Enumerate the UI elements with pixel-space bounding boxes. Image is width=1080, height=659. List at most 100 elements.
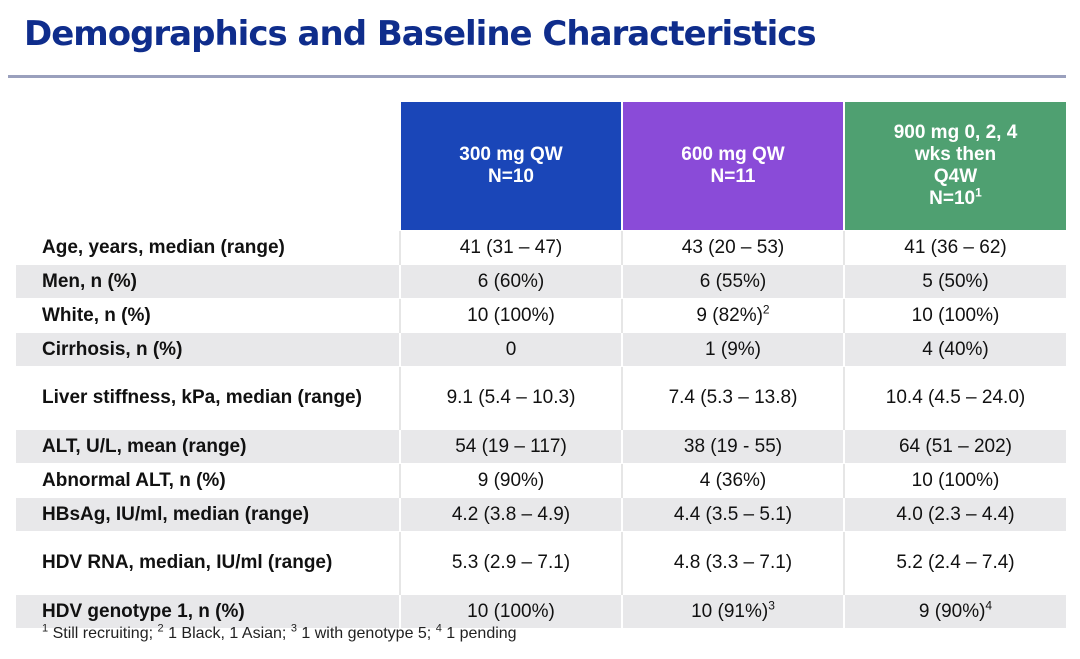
footnote-marker: 2 [157, 622, 164, 635]
table-cell: 10 (100%) [399, 594, 622, 628]
cell-value: 43 (20 – 53) [681, 236, 785, 258]
cell-value: 10 (100%) [911, 469, 1000, 491]
cell-value: 10 (91%) [691, 600, 769, 622]
page-title: Demographics and Baseline Characteristic… [24, 14, 817, 54]
table-cell: 5 (50%) [843, 264, 1066, 299]
table-cell: 9 (82%)2 [621, 298, 844, 333]
cell-value: 5.3 (2.9 – 7.1) [451, 552, 571, 573]
row-label: ALT, U/L, mean (range) [16, 429, 400, 464]
table-cell: 10 (100%) [399, 298, 622, 333]
row-label: Abnormal ALT, n (%) [16, 463, 400, 498]
cell-value: 5.2 (2.4 – 7.4) [896, 552, 1015, 573]
header-group-600mg: 600 mg QW N=11 [621, 102, 844, 231]
footnote-marker: 2 [762, 302, 770, 317]
cell-value: 10 (100%) [467, 600, 555, 622]
table-cell: 9 (90%)4 [843, 594, 1066, 628]
cell-value: 38 (19 - 55) [683, 435, 783, 457]
cell-value: 5 (50%) [922, 270, 989, 292]
table-row: Abnormal ALT, n (%) 9 (90%) 4 (36%) 10 (100… [16, 463, 1066, 498]
cell-value: 4.8 (3.3 – 7.1) [673, 552, 793, 573]
row-label: HDV genotype 1, n (%) [16, 594, 400, 628]
cell-value: 1 (9%) [705, 338, 761, 360]
cell-value: 0 [505, 338, 517, 360]
table-header-row: 300 mg QW N=10 600 mg QW N=11 900 mg 0, … [16, 102, 1066, 231]
table-cell: 64 (51 – 202) [843, 429, 1066, 464]
cell-value: 6 (55%) [699, 270, 767, 292]
table-cell: 9.1 (5.4 – 10.3) [399, 366, 622, 430]
row-label: White, n (%) [16, 298, 400, 333]
cell-value: 4.0 (2.3 – 4.4) [896, 503, 1015, 525]
table-cell: 4.2 (3.8 – 4.9) [399, 497, 622, 532]
table-cell: 6 (55%) [621, 264, 844, 299]
footnote-text: 1 Black, 1 Asian; [163, 625, 291, 642]
cell-value: 4 (36%) [699, 469, 767, 491]
header-line: Q4W [933, 166, 978, 187]
table-cell: 5.2 (2.4 – 7.4) [843, 531, 1066, 595]
table-cell: 0 [399, 332, 622, 367]
table-cell: 10 (100%) [843, 298, 1066, 333]
footnotes: 1 Still recruiting; 2 1 Black, 1 Asian; … [42, 622, 517, 643]
header-n: N=11 [710, 166, 756, 187]
cell-value: 10 (100%) [911, 304, 1000, 326]
table-cell: 43 (20 – 53) [621, 230, 844, 265]
footnote-marker: 4 [435, 622, 442, 635]
cell-value: 10.4 (4.5 – 24.0) [885, 387, 1026, 408]
row-label: HDV RNA, median, IU/ml (range) [16, 531, 400, 595]
table-row: HBsAg, IU/ml, median (range) 4.2 (3.8 – 4… [16, 497, 1066, 532]
footnote-text: Still recruiting; [48, 625, 158, 642]
cell-value: 6 (60%) [477, 270, 545, 292]
table-row: Men, n (%) 6 (60%) 6 (55%) 5 (50%) [16, 264, 1066, 299]
table-cell: 7.4 (5.3 – 13.8) [621, 366, 844, 430]
cell-value: 9 (90%) [918, 600, 986, 622]
cell-value: 41 (31 – 47) [459, 236, 563, 258]
cell-value: 4 (40%) [922, 338, 989, 360]
table-cell: 54 (19 – 117) [399, 429, 622, 464]
row-label: Age, years, median (range) [16, 230, 400, 265]
row-label: HBsAg, IU/ml, median (range) [16, 497, 400, 532]
table-row: Cirrhosis, n (%) 0 1 (9%) 4 (40%) [16, 332, 1066, 367]
table-row: Age, years, median (range) 41 (31 – 47) 43… [16, 230, 1066, 265]
table-cell: 41 (31 – 47) [399, 230, 622, 265]
footnote-marker: 3 [290, 622, 297, 635]
header-group-300mg: 300 mg QW N=10 [399, 102, 622, 231]
footnote-text: 1 with genotype 5; [296, 625, 436, 642]
cell-value: 10 (100%) [467, 304, 555, 326]
cell-value: 9 (90%) [477, 469, 545, 491]
cell-value: 64 (51 – 202) [898, 435, 1013, 457]
header-group-900mg: 900 mg 0, 2, 4 wks then Q4W N=101 [843, 102, 1066, 231]
cell-value: 4.4 (3.5 – 5.1) [673, 503, 793, 525]
demographics-table: 300 mg QW N=10 600 mg QW N=11 900 mg 0, … [16, 102, 1066, 628]
footnote-marker: 1 [42, 622, 49, 635]
cell-value: 54 (19 – 117) [455, 435, 567, 457]
table-cell: 38 (19 - 55) [621, 429, 844, 464]
footnote-marker: 3 [768, 598, 775, 613]
row-label: Liver stiffness, kPa, median (range) [16, 366, 400, 430]
header-line: 600 mg QW [681, 144, 785, 165]
table-cell: 10.4 (4.5 – 24.0) [843, 366, 1066, 430]
table-cell: 10 (91%)3 [621, 594, 844, 628]
header-blank-cell [16, 102, 400, 231]
cell-value: 4.2 (3.8 – 4.9) [451, 503, 571, 525]
row-label: Men, n (%) [16, 264, 400, 299]
table-row: HDV RNA, median, IU/ml (range) 5.3 (2.9 –… [16, 531, 1066, 595]
table-cell: 4.0 (2.3 – 4.4) [843, 497, 1066, 532]
row-label: Cirrhosis, n (%) [16, 332, 400, 367]
table-row: White, n (%) 10 (100%) 9 (82%)2 10 (100%) [16, 298, 1066, 333]
cell-value: 41 (36 – 62) [904, 236, 1007, 258]
table-row: ALT, U/L, mean (range) 54 (19 – 117) 38 (1… [16, 429, 1066, 464]
header-line: 300 mg QW [459, 144, 563, 165]
table-cell: 4.8 (3.3 – 7.1) [621, 531, 844, 595]
header-n: N=10 [488, 166, 534, 187]
table-cell: 41 (36 – 62) [843, 230, 1066, 265]
table-cell: 1 (9%) [621, 332, 844, 367]
cell-value: 9 (82%) [696, 304, 763, 326]
footnote-marker: 4 [985, 598, 993, 613]
footnote-marker: 1 [975, 185, 982, 200]
table-cell: 6 (60%) [399, 264, 622, 299]
header-line: wks then [914, 144, 997, 165]
cell-value: 7.4 (5.3 – 13.8) [668, 387, 798, 408]
table-cell: 4 (36%) [621, 463, 844, 498]
table-cell: 10 (100%) [843, 463, 1066, 498]
footnote-text: 1 pending [441, 625, 517, 642]
table-cell: 5.3 (2.9 – 7.1) [399, 531, 622, 595]
